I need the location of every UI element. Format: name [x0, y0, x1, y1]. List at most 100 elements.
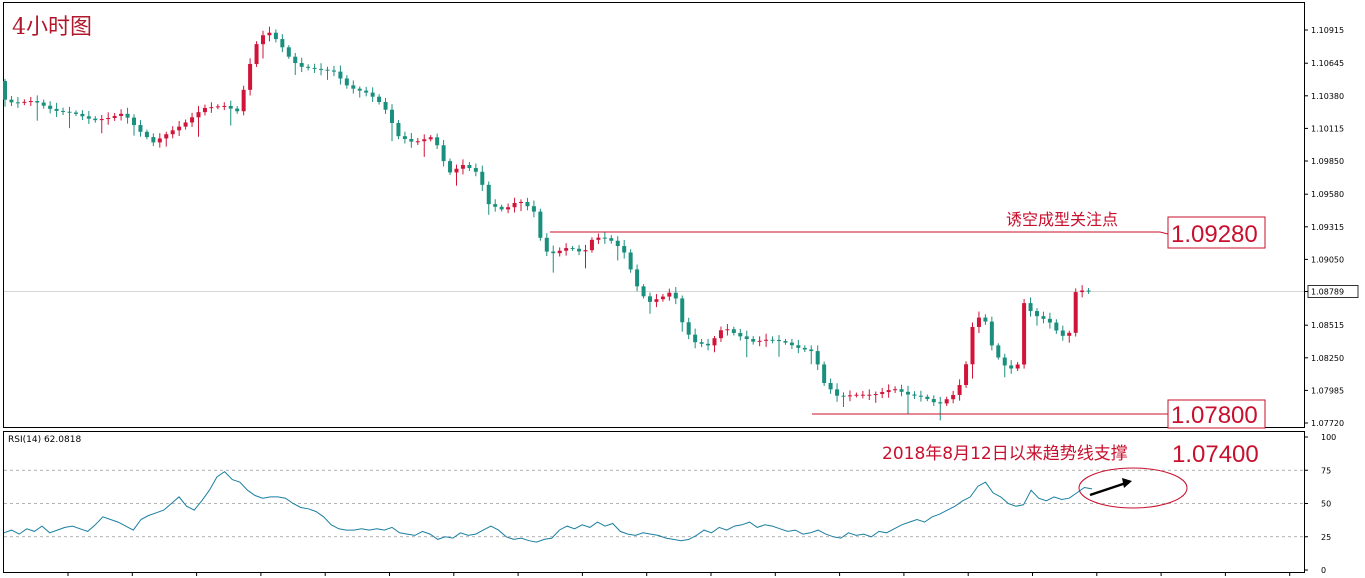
rsi-axis: 100 75 50 25 0	[1304, 433, 1336, 575]
candle-body	[583, 250, 588, 252]
rsi-panel-frame	[3, 431, 1305, 573]
candle-body	[667, 292, 672, 297]
candle-body	[1060, 330, 1065, 336]
rsi-tick-label: 100	[1321, 433, 1336, 442]
candle-body	[1009, 365, 1014, 369]
support-price-box	[1167, 399, 1266, 429]
candle-body	[499, 206, 504, 210]
rsi-trend-arrowhead	[1122, 478, 1132, 488]
candle-body	[390, 109, 394, 123]
candle-body	[183, 122, 188, 127]
candle-body	[364, 90, 369, 93]
candle-body	[86, 116, 91, 119]
candle-body	[1002, 357, 1007, 366]
price-tick-label: 1.09850	[1311, 157, 1344, 166]
candle-body	[718, 330, 723, 339]
candle-body	[847, 395, 852, 397]
candle-body	[512, 202, 517, 208]
candle-body	[119, 113, 124, 116]
time-axis	[67, 572, 1291, 576]
candle-body	[906, 391, 910, 395]
price-tick-label: 1.08250	[1311, 354, 1344, 363]
candle-body	[564, 248, 569, 251]
candle-body	[615, 240, 620, 247]
candle-body	[976, 317, 981, 327]
candle-body	[531, 206, 536, 212]
candle-body	[880, 392, 885, 395]
candle-body	[460, 165, 465, 169]
candle-body	[809, 349, 814, 352]
candle-body	[957, 385, 962, 395]
price-tick-label: 1.10115	[1311, 124, 1344, 133]
candle-body	[319, 68, 324, 70]
candle-body	[660, 296, 665, 300]
candle-body	[951, 394, 956, 400]
support-price: 1.07800	[1171, 402, 1258, 429]
candle-body	[628, 252, 633, 270]
candle-body	[970, 326, 975, 365]
candle-body	[1035, 311, 1039, 317]
candle-body	[641, 286, 646, 297]
candle-body	[983, 317, 988, 322]
candle-body	[519, 201, 523, 203]
candle-body	[654, 299, 659, 302]
candle-body	[996, 345, 1001, 358]
candle-body	[925, 396, 930, 400]
candle-body	[789, 342, 794, 346]
chart-title: 4小时图	[12, 15, 92, 40]
candle-body	[299, 63, 304, 67]
candle-body	[73, 112, 78, 114]
candle-body	[680, 298, 685, 323]
candle-body	[796, 345, 801, 348]
candle-body	[602, 237, 607, 239]
resistance-price-box	[1167, 216, 1266, 249]
candle-body	[912, 394, 917, 396]
candle-body	[893, 389, 898, 391]
candle-body	[1047, 318, 1052, 323]
candle-body	[886, 390, 891, 393]
candle-body	[22, 101, 27, 103]
candle-body	[325, 69, 330, 71]
candle-body	[506, 207, 511, 210]
candle-body	[751, 339, 756, 342]
candle-body	[686, 322, 691, 335]
rsi-trend-arrow	[1089, 481, 1127, 497]
candle-body	[351, 85, 356, 89]
candle-body	[557, 250, 562, 254]
candle-body	[815, 351, 820, 365]
candle-body	[1054, 322, 1059, 331]
candle-body	[261, 35, 265, 45]
candle-body	[860, 394, 865, 396]
candle-body	[918, 395, 923, 397]
candle-body	[609, 238, 614, 241]
candle-body	[15, 102, 20, 104]
candle-body	[551, 251, 556, 254]
price-tick-label: 1.09580	[1311, 190, 1344, 199]
resistance-price: 1.09280	[1171, 221, 1258, 248]
candle-body	[1015, 364, 1020, 369]
rsi-highlight-ellipse	[1078, 467, 1188, 509]
rsi-annotation-value: 1.07400	[1172, 441, 1259, 468]
rsi-tick-label: 25	[1321, 533, 1331, 542]
candle-body	[80, 113, 85, 117]
candle-body	[415, 141, 420, 143]
candle-body	[486, 184, 491, 205]
price-axis: 1.10915 1.10645 1.10380 1.10115 1.09850 1.095…	[1304, 26, 1359, 428]
rsi-line	[3, 470, 1093, 543]
candle-body	[757, 340, 762, 342]
candle-body	[1022, 303, 1027, 365]
candle-body	[215, 106, 220, 108]
candle-body	[422, 139, 427, 142]
candle-body	[783, 341, 788, 343]
candle-body	[1073, 292, 1078, 333]
resistance-annotation: 诱空成型关注点 1.09280	[550, 210, 1266, 249]
candle-body	[744, 336, 749, 340]
rsi-tick-label: 75	[1321, 466, 1331, 475]
resistance-label: 诱空成型关注点	[1006, 210, 1118, 229]
price-tick-label: 1.10380	[1311, 92, 1344, 101]
rsi-tick-label: 0	[1321, 566, 1326, 575]
rsi-level-lines	[4, 469, 1304, 538]
candle-body	[738, 332, 743, 337]
candle-body	[693, 334, 698, 343]
